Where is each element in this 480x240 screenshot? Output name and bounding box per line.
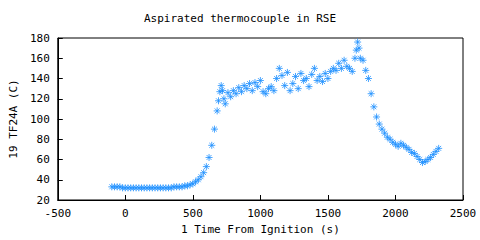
svg-text:2500: 2500 [450, 207, 477, 220]
svg-text:80: 80 [37, 133, 50, 146]
svg-text:40: 40 [37, 173, 50, 186]
svg-text:20: 20 [37, 194, 50, 207]
svg-text:-500: -500 [45, 207, 72, 220]
svg-text:Aspirated thermocouple in RSE: Aspirated thermocouple in RSE [144, 12, 336, 25]
svg-text:100: 100 [30, 113, 50, 126]
svg-text:0: 0 [122, 207, 129, 220]
svg-text:19 TF24A (C): 19 TF24A (C) [7, 79, 20, 158]
svg-text:1000: 1000 [247, 207, 274, 220]
svg-text:120: 120 [30, 92, 50, 105]
svg-text:1 Time From Ignition (s): 1 Time From Ignition (s) [181, 223, 340, 236]
svg-text:1500: 1500 [315, 207, 342, 220]
svg-text:140: 140 [30, 72, 50, 85]
svg-text:160: 160 [30, 52, 50, 65]
svg-text:180: 180 [30, 32, 50, 45]
svg-text:500: 500 [183, 207, 203, 220]
svg-text:2000: 2000 [382, 207, 409, 220]
svg-text:60: 60 [37, 153, 50, 166]
